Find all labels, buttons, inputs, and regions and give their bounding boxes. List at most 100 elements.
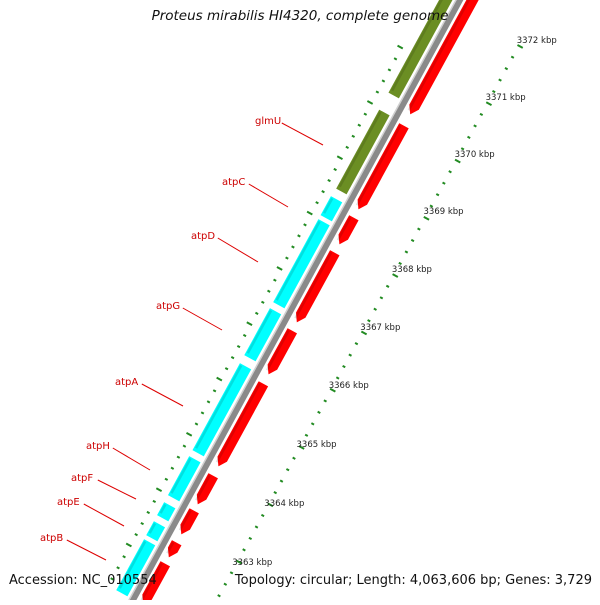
gene-labels: glmU atpC atpD atpG atpA atpH atpF atpE atpB (40, 116, 324, 561)
inner-tick (267, 289, 271, 293)
scale-minor-tick (410, 238, 415, 243)
scale-minor-tick (435, 193, 440, 197)
inner-tick (321, 190, 325, 194)
scale-minor-tick (292, 456, 296, 460)
scale-minor-tick (479, 112, 484, 117)
scale-minor-tick (317, 410, 321, 414)
plus-strand-cyan-feature-4-shade (170, 457, 192, 494)
inner-tick (216, 376, 223, 382)
inner-tick (345, 145, 350, 149)
scale-major-tick (454, 158, 461, 164)
inner-tick (194, 422, 199, 426)
plus-strand-cyan-feature-3-shade (195, 364, 243, 449)
scale-minor-tick (367, 319, 371, 323)
minus-strand-feature-5 (216, 379, 270, 469)
inner-tick (333, 167, 337, 172)
scale-minor-tick (429, 204, 434, 208)
scale-minor-tick (460, 147, 465, 151)
plus-strand-olive-feature-1-shade (338, 111, 382, 188)
plus-strand-cyan-feature-4 (166, 454, 203, 503)
minus-strand-track (140, 0, 481, 605)
scale-minor-tick (273, 491, 278, 495)
inner-gc-ticks (110, 44, 404, 581)
scale-major-tick (485, 101, 492, 107)
scale-label-3372-kbp: 3372 kbp (517, 36, 557, 46)
scale-minor-tick (229, 571, 234, 575)
map-title: Proteus mirabilis HI4320, complete genom… (151, 8, 449, 24)
scale-minor-tick (354, 342, 359, 346)
scale-major-tick (392, 273, 399, 278)
gene-leader-glmU (281, 122, 324, 146)
backbone-highlight (125, 0, 457, 605)
plus-strand-olive-feature-1 (334, 108, 392, 196)
gene-leader-atpF (97, 479, 137, 500)
scale-label-3363-kbp: 3363 kbp (232, 558, 272, 568)
inner-tick (110, 577, 114, 581)
inner-tick (357, 123, 362, 127)
plus-strand-olive-feature-0 (386, 0, 454, 100)
scale-label-3364-kbp: 3364 kbp (264, 499, 304, 509)
gene-label-atpB: atpB (40, 533, 63, 544)
plus-strand-cyan-feature-6 (144, 519, 167, 543)
scale-label-3367-kbp: 3367 kbp (360, 323, 400, 333)
accession-text: Accession: NC_010554 (9, 573, 157, 588)
inner-tick (134, 533, 138, 537)
scale-minor-tick (379, 296, 384, 300)
inner-tick (164, 477, 169, 481)
minus-strand-feature-5-shade (215, 382, 261, 463)
plus-strand-cyan-feature-5 (155, 500, 178, 523)
plus-strand-cyan-feature-0-shade (323, 197, 334, 214)
scale-major-tick (360, 330, 368, 336)
inner-tick (246, 321, 253, 327)
scale-minor-tick (473, 124, 477, 128)
plus-strand-cyan-feature-7-shade (118, 540, 147, 589)
inner-tick (336, 155, 343, 161)
inner-tick (176, 455, 181, 459)
scale-label-3371-kbp: 3371 kbp (486, 93, 526, 103)
scale-label-3369-kbp: 3369 kbp (424, 207, 464, 217)
inner-tick (122, 555, 126, 559)
minus-strand-feature-2 (337, 213, 361, 247)
scale-label-3370-kbp: 3370 kbp (455, 150, 495, 160)
minus-strand-feature-1 (356, 121, 411, 212)
scale-minor-tick (254, 525, 259, 529)
scale-minor-tick (323, 399, 327, 403)
inner-tick (276, 266, 283, 271)
plus-strand-cyan-feature-6-shade (148, 522, 157, 534)
inner-tick (381, 79, 386, 83)
gene-leader-atpH (112, 447, 151, 471)
gene-leader-atpB (66, 539, 107, 561)
scale-minor-tick (260, 513, 265, 518)
inner-tick (182, 444, 187, 448)
genome-backbone (125, 0, 464, 605)
scale-minor-tick (335, 376, 340, 380)
inner-tick (393, 57, 398, 61)
scale-label-3368-kbp: 3368 kbp (392, 265, 432, 275)
inner-tick (285, 256, 289, 260)
minus-strand-feature-3-shade (294, 251, 333, 319)
plus-strand-cyan-feature-2-shade (246, 309, 273, 354)
backbone-line (126, 0, 464, 605)
inner-tick (315, 201, 319, 205)
scale-minor-tick (348, 353, 352, 357)
minus-strand-feature-3 (294, 248, 342, 325)
scale-minor-tick (217, 594, 221, 598)
scale-minor-tick (248, 536, 253, 541)
scale-major-tick (298, 445, 305, 450)
scale-major-tick (329, 387, 336, 393)
inner-tick (146, 510, 151, 515)
minus-strand-feature-0-shade (407, 0, 471, 111)
inner-tick (212, 389, 217, 393)
inner-tick (236, 344, 241, 349)
inner-tick (363, 112, 368, 116)
scale-major-tick (423, 215, 430, 221)
genome-summary-text: Topology: circular; Length: 4,063,606 bp… (234, 573, 592, 588)
scale-minor-tick (310, 422, 315, 426)
scale-minor-tick (504, 67, 509, 71)
scale-major-tick (267, 502, 274, 508)
gene-label-atpE: atpE (57, 497, 80, 508)
plus-strand-cyan-feature-1 (271, 217, 332, 310)
minus-strand-feature-7-shade (178, 509, 192, 531)
gene-label-atpG: atpG (156, 301, 180, 312)
inner-tick (254, 311, 259, 315)
